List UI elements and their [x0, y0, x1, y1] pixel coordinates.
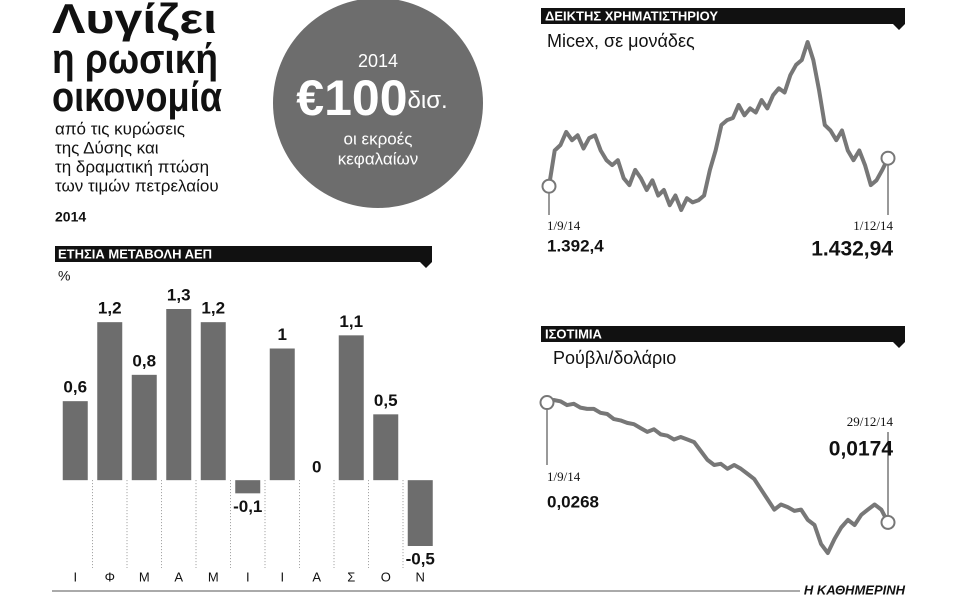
header-bar [55, 246, 432, 268]
bar [235, 480, 261, 494]
end-point [541, 178, 557, 194]
title-line: οικονομία [52, 73, 222, 120]
bar [373, 414, 399, 481]
title-line: Λυγίζει [52, 0, 217, 42]
x-tick-label: Ι [280, 569, 284, 584]
callout-caption: κεφαλαίων [338, 149, 419, 168]
data-label: 1 [278, 325, 287, 344]
bar [200, 322, 226, 481]
bar [338, 335, 364, 481]
x-tick-label: Α [174, 569, 183, 584]
data-label: 0,8 [132, 351, 156, 370]
data-label: -0,5 [406, 549, 435, 568]
chart-title: ΙΣΟΤΙΜΙΑ [545, 326, 603, 341]
value-label: 1.392,4 [547, 236, 604, 255]
data-label: -0,1 [233, 497, 262, 516]
chart-subtitle: Micex, σε μονάδες [547, 31, 695, 51]
data-label: 1,2 [201, 299, 225, 318]
line [547, 40, 890, 212]
callout-circle [273, 0, 483, 208]
amount: €100 [296, 70, 407, 126]
bar [166, 309, 192, 481]
callout-caption: οι εκροές [344, 129, 413, 148]
x-tick-label: Μ [139, 569, 150, 584]
unit-label: % [58, 268, 70, 284]
header-bar [541, 8, 905, 30]
callout-amount: €100δισ. [296, 70, 447, 126]
value-label: 0,0268 [547, 492, 599, 511]
bar [131, 374, 157, 481]
x-tick-label: Α [312, 569, 321, 584]
chart-title: ΔΕΙΚΤΗΣ ΧΡΗΜΑΤΙΣΤΗΡΙΟΥ [545, 8, 718, 23]
x-tick-label: Ν [416, 569, 425, 584]
data-label: 0,6 [63, 378, 87, 397]
date-label: 1/9/14 [547, 469, 581, 484]
bar [269, 348, 295, 481]
x-tick-label: Ι [246, 569, 250, 584]
x-tick-label: Σ [347, 569, 355, 584]
value-label: 0,0174 [829, 438, 894, 461]
data-label: 1,1 [339, 312, 363, 331]
end-point [539, 395, 555, 411]
bar [97, 322, 123, 481]
data-label: 1,2 [98, 299, 122, 318]
line [546, 398, 890, 555]
subtitle-line: της Δύσης και [55, 138, 159, 157]
data-label: 1,3 [167, 285, 191, 304]
title-line: η ρωσική [52, 35, 218, 82]
end-point [880, 150, 896, 166]
callout-year: 2014 [358, 51, 398, 71]
source: Η ΚΑΘΗΜΕΡΙΝΗ [804, 582, 906, 597]
unit: δισ. [408, 87, 448, 114]
bar [62, 401, 88, 481]
end-point [880, 514, 896, 530]
subtitle-line: τη δραματική πτώση [55, 157, 209, 176]
x-tick-label: Μ [208, 569, 219, 584]
chart-title: ΕΤΗΣΙΑ ΜΕΤΑΒΟΛΗ ΑΕΠ [58, 246, 212, 261]
subtitle-line: των τιμών πετρελαίου [55, 176, 219, 195]
year: 2014 [55, 209, 86, 225]
x-tick-label: Ο [381, 569, 391, 584]
bar [407, 480, 433, 546]
date-label: 1/9/14 [547, 218, 581, 233]
data-label: 0 [312, 458, 321, 477]
value-label: 1.432,94 [811, 238, 893, 261]
date-label: 29/12/14 [847, 414, 894, 429]
x-tick-label: Ι [73, 569, 77, 584]
header-bar [541, 326, 905, 348]
chart-subtitle: Ρούβλι/δολάριο [553, 348, 676, 368]
data-label: 0,5 [374, 391, 398, 410]
x-tick-label: Φ [105, 569, 115, 584]
subtitle-line: από τις κυρώσεις [55, 119, 185, 138]
date-label: 1/12/14 [853, 218, 893, 233]
